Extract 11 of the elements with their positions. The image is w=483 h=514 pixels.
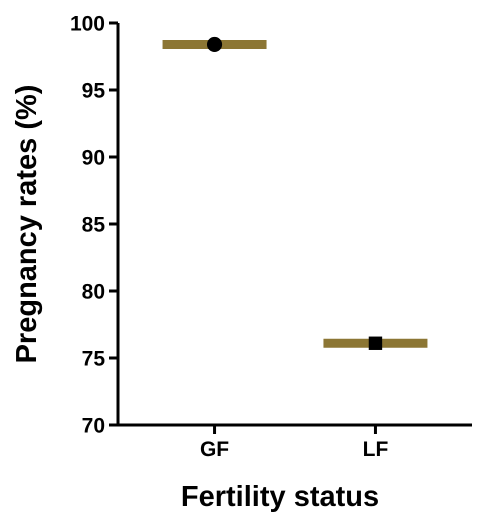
y-tick-label: 95 [82,79,106,102]
y-axis-title: Pregnancy rates (%) [11,84,43,364]
y-tick-label: 90 [82,146,105,170]
x-tick-label: LF [362,438,388,461]
y-tick-label: 80 [82,280,105,304]
x-tick-label: GF [200,438,230,461]
y-tick-label: 70 [82,414,105,438]
x-axis-title: Fertility status [180,481,380,513]
y-tick-label: 100 [70,12,105,36]
y-tick-label: 85 [82,213,106,236]
y-tick-label: 75 [82,347,106,370]
